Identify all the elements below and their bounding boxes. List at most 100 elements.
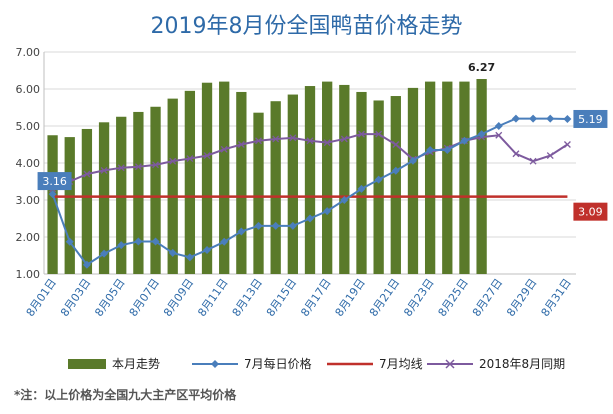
point-marker [511,114,520,123]
bar [356,91,367,275]
point-marker [495,131,503,139]
data-label: 6.27 [468,61,495,74]
point-marker [546,114,555,123]
legend-item-july-avg: 7月均线 [325,355,423,372]
point-marker [186,155,194,163]
bar [236,91,247,275]
point-marker [151,237,160,246]
bar [201,82,213,275]
y-tick-label: 6.00 [16,83,41,96]
point-marker [477,130,486,139]
data-label: 3.16 [42,175,67,188]
point-marker [323,139,331,147]
bar [304,86,316,274]
bar [270,101,281,275]
x-tick-label: 8月15日 [264,276,299,319]
x-tick-label: 8月27日 [470,276,505,319]
point-marker [563,141,571,148]
point-marker [375,130,383,138]
point-marker [100,249,109,258]
point-marker [443,146,452,155]
point-marker [255,137,262,145]
bar [424,81,436,274]
legend-swatch-2018 [427,358,473,369]
legend-item-2018: 2018年8月同期 [425,355,565,372]
y-tick-label: 5.00 [16,120,41,133]
point-marker [117,164,125,172]
y-tick-label: 2.00 [16,231,41,244]
point-marker [83,170,91,178]
point-marker [374,175,383,184]
y-tick-label: 7.00 [16,46,41,59]
point-marker [152,161,160,169]
legend-label-july-avg: 7月均线 [379,357,423,371]
point-marker [357,184,366,193]
point-marker [220,145,228,153]
data-label-box [573,109,608,128]
point-marker [134,163,142,171]
bar [219,81,230,274]
x-tick-label: 8月11日 [195,276,230,319]
point-marker [237,227,246,236]
data-label: 3.09 [578,206,603,219]
point-marker [65,237,74,246]
bar [390,96,401,274]
x-tick-label: 8月23日 [401,276,436,319]
bar [287,94,298,274]
point-marker [168,248,177,257]
point-marker [169,157,177,165]
legend-label-bars: 本月走势 [112,357,161,371]
point-marker [306,137,314,145]
legend-swatch-july-daily [192,359,238,368]
bar [167,98,178,275]
point-marker [271,221,280,230]
bar [322,81,333,274]
data-label: 5.19 [578,113,603,126]
x-tick-label: 8月01日 [24,276,59,319]
point-marker [306,214,314,223]
bar [98,122,110,274]
chart-legend: 本月走势 7月每日价格 7月均线 2018年8月同期 [0,355,613,375]
point-marker [82,260,91,269]
y-tick-label: 1.00 [16,268,41,281]
x-tick-label: 8月25日 [436,276,471,319]
x-tick-label: 8月09日 [161,276,196,319]
point-marker [391,166,400,175]
x-tick-label: 8月31日 [539,276,574,319]
point-marker [340,196,349,204]
bar [339,84,350,275]
data-label-box [37,172,72,191]
point-marker [289,134,297,142]
point-marker [220,237,229,246]
point-marker [48,190,57,199]
point-marker [426,146,435,155]
point-marker [546,152,554,160]
point-marker [134,237,143,246]
point-marker [288,221,297,230]
point-marker [460,136,469,145]
bar [442,81,453,274]
y-tick-label: 3.00 [16,194,41,207]
x-tick-label: 8月29日 [504,276,539,319]
x-tick-label: 8月07日 [127,276,162,319]
point-marker [185,253,194,262]
point-marker [203,245,212,254]
point-marker [340,135,348,143]
x-tick-label: 8月13日 [230,276,265,319]
x-tick-label: 8月05日 [92,276,127,319]
x-tick-label: 8月19日 [333,276,368,319]
point-marker [408,156,417,165]
point-marker [237,141,245,148]
x-tick-label: 8月21日 [367,276,402,319]
chart-title: 2019年8月份全国鸭苗价格走势 [150,14,463,39]
bar [47,135,58,274]
point-marker [529,157,537,165]
point-marker [392,141,400,148]
point-marker [512,150,520,158]
bar [407,87,419,274]
bar [373,100,384,274]
bar [116,116,127,274]
legend-swatch-bars [68,358,106,369]
bar [184,90,196,274]
x-tick-label: 8月03日 [58,276,93,319]
